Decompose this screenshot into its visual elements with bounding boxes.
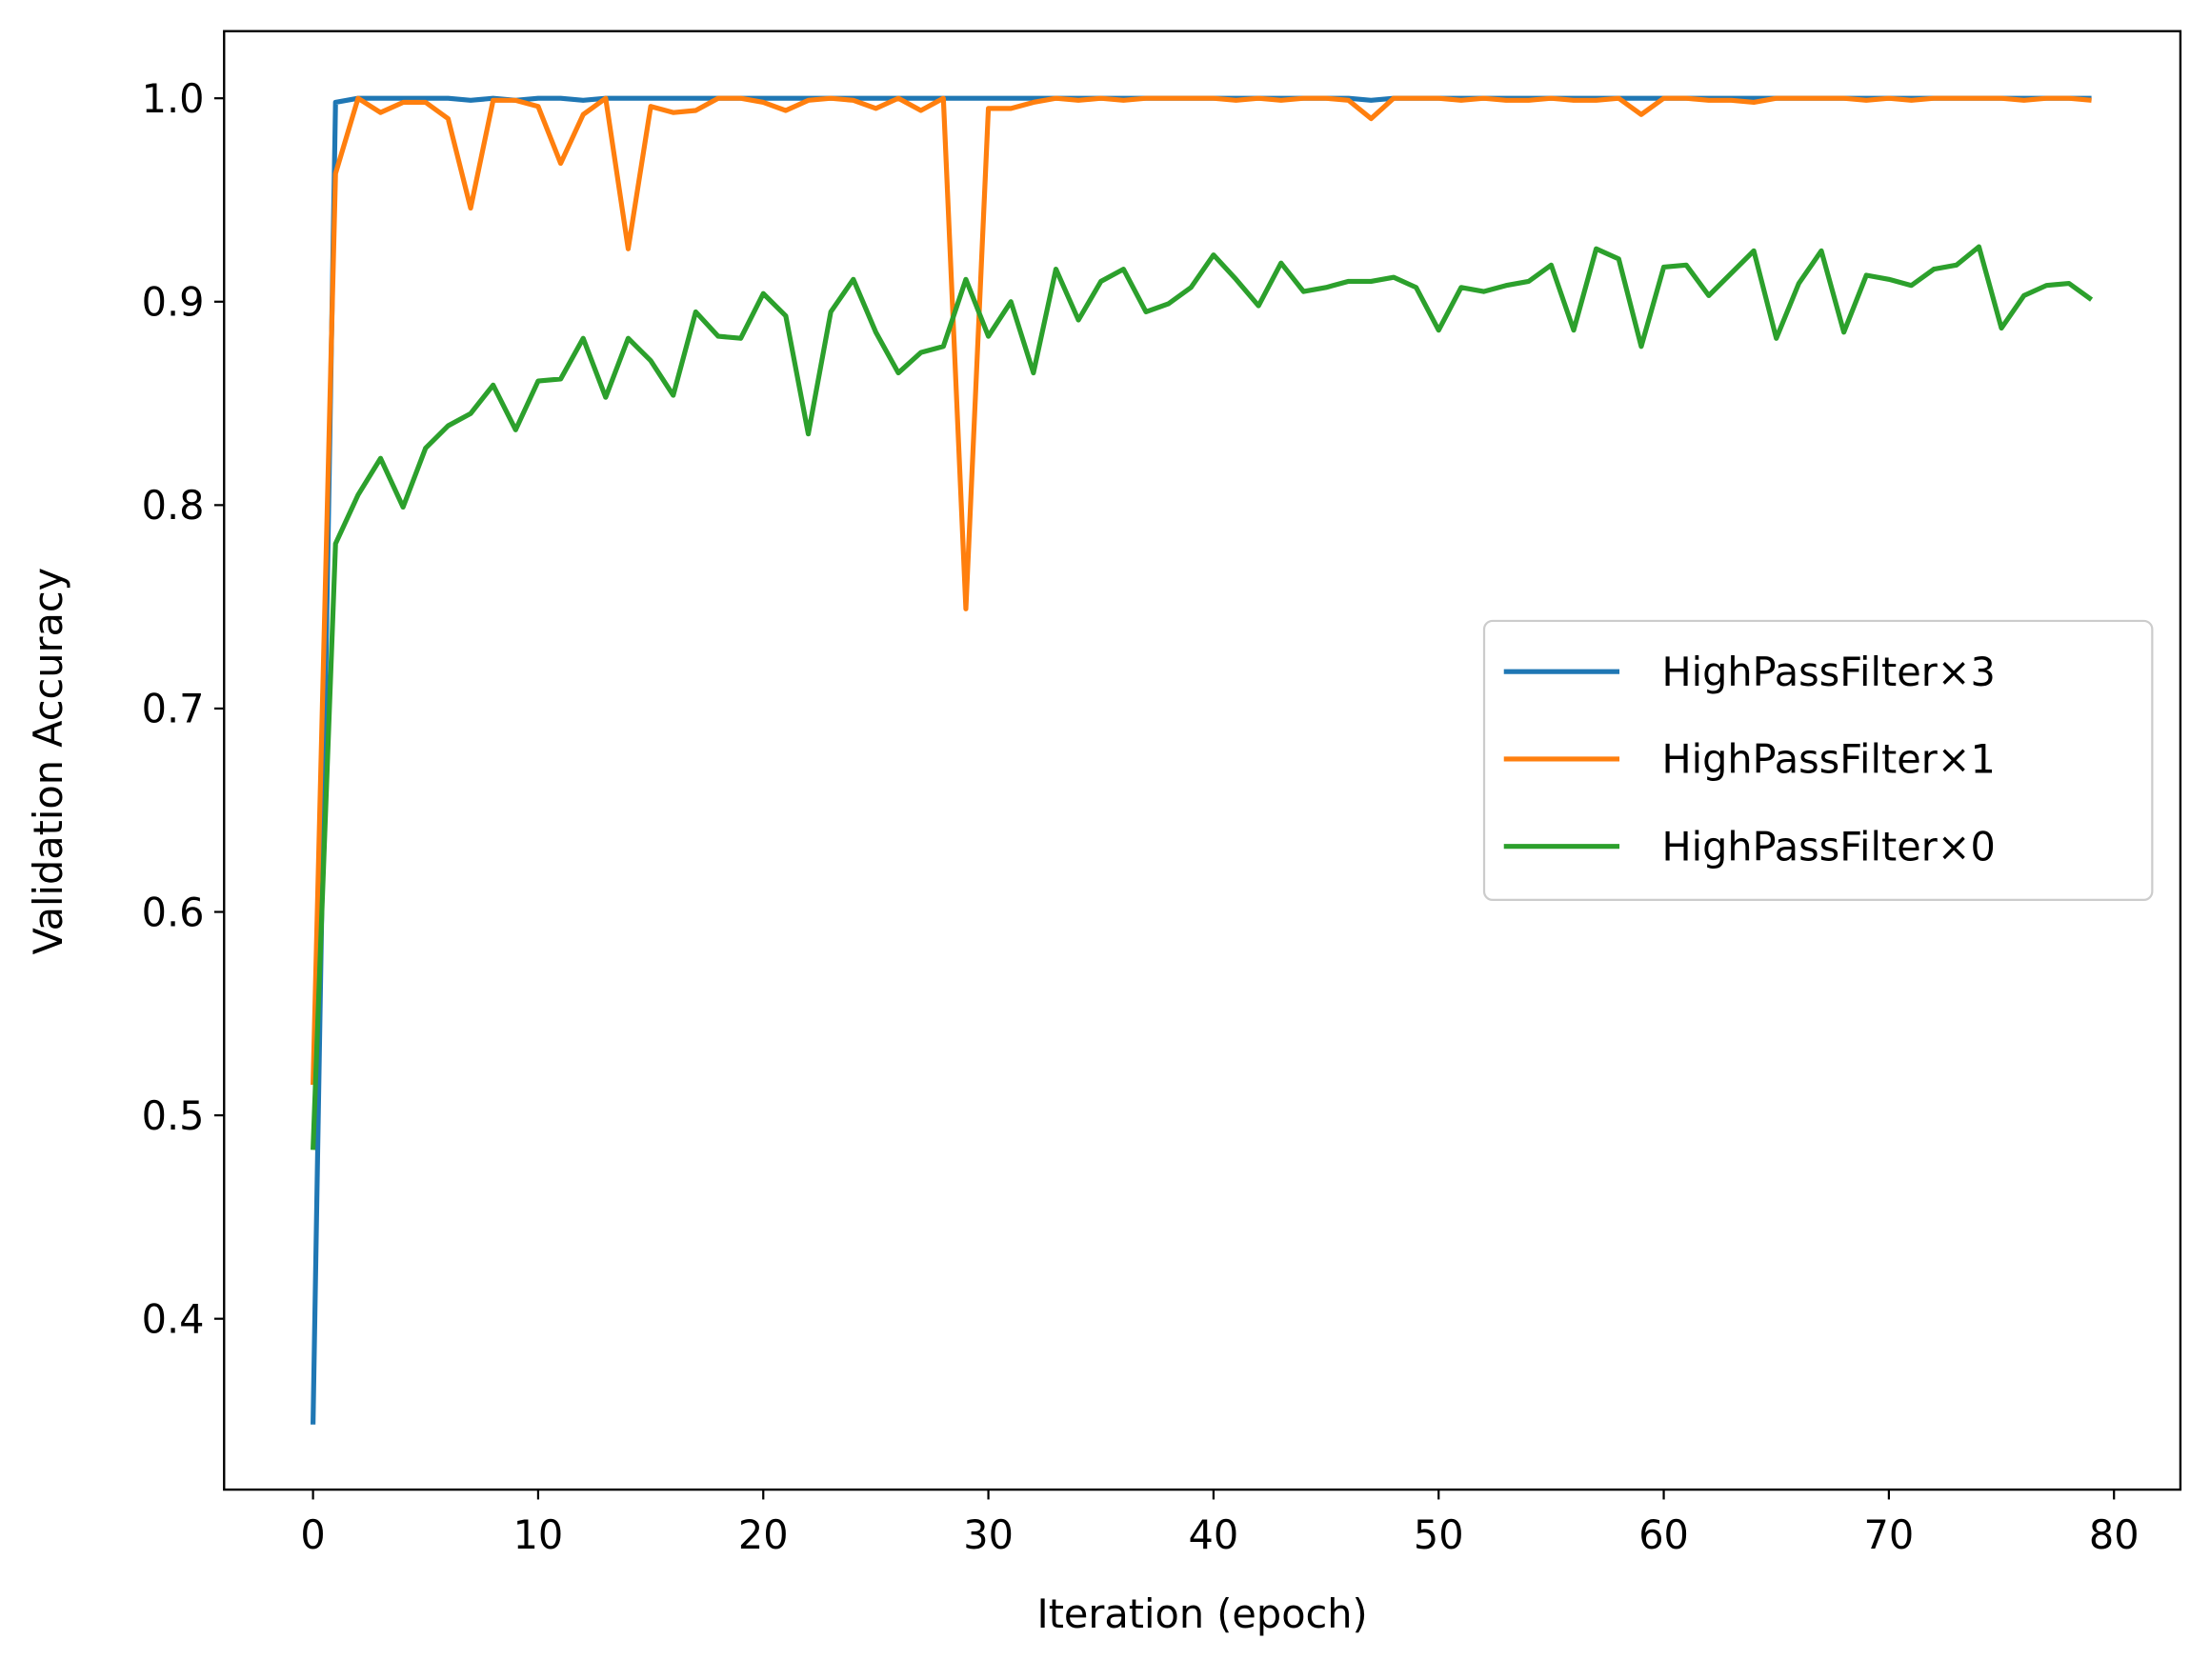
legend-label: HighPassFilter×3	[1661, 650, 1995, 695]
y-tick-label: 0.6	[142, 890, 205, 935]
x-tick-label: 50	[1414, 1512, 1464, 1558]
x-tick-label: 10	[513, 1512, 564, 1558]
y-tick-label: 0.4	[142, 1296, 205, 1342]
y-tick-label: 0.7	[142, 687, 205, 732]
x-tick-label: 20	[738, 1512, 789, 1558]
y-tick-label: 1.0	[142, 76, 205, 122]
data-line	[311, 244, 2094, 1150]
legend-label: HighPassFilter×1	[1661, 737, 1995, 783]
y-tick-label: 0.8	[142, 483, 205, 529]
x-tick-label: 30	[963, 1512, 1014, 1558]
x-tick-label: 60	[1638, 1512, 1689, 1558]
x-tick-label: 70	[1864, 1512, 1915, 1558]
data-line	[311, 95, 2092, 1086]
x-tick-label: 0	[300, 1512, 325, 1558]
legend: HighPassFilter×3 HighPassFilter×1 HighPass…	[1482, 619, 2154, 901]
y-axis-label: Validation Accuracy	[26, 568, 71, 955]
legend-label: HighPassFilter×0	[1661, 824, 1995, 870]
axes-frame	[223, 30, 2182, 1491]
y-tick-label: 0.5	[142, 1093, 205, 1139]
x-tick-label: 80	[2089, 1512, 2140, 1558]
y-tick-label: 0.9	[142, 280, 205, 326]
x-axis-label: Iteration (epoch)	[1036, 1591, 1367, 1637]
legend-box	[1482, 619, 2154, 901]
x-tick-label: 40	[1189, 1512, 1239, 1558]
